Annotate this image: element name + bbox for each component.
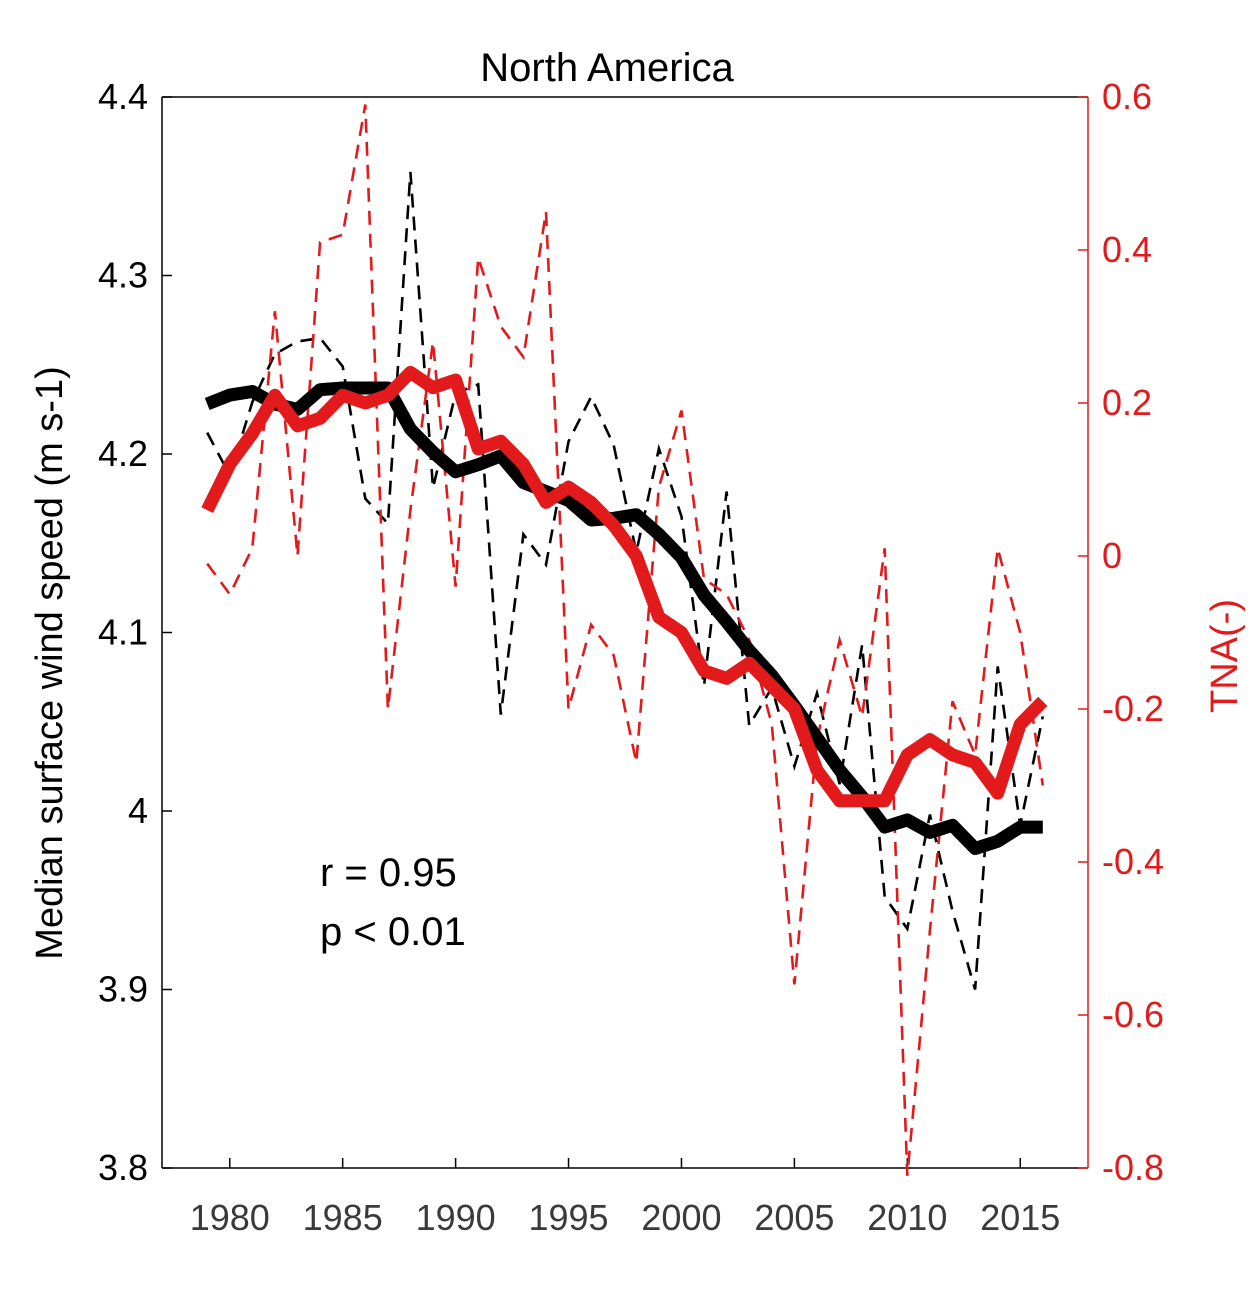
y-right-tick-label: -0.2 bbox=[1102, 688, 1164, 729]
tna-annual-dashed-line bbox=[206, 104, 1045, 1176]
x-tick-label: 1995 bbox=[528, 1197, 608, 1238]
bottom-axis-ticks: 1980 1985 1990 1995 2000 2005 2010 2015 bbox=[190, 1158, 1060, 1238]
y-right-tick-label: -0.6 bbox=[1102, 994, 1164, 1035]
x-tick-label: 1980 bbox=[190, 1197, 270, 1238]
y-tick-label: 3.8 bbox=[98, 1147, 148, 1188]
y-right-tick-label: -0.4 bbox=[1102, 841, 1164, 882]
wind-smoothed-line bbox=[204, 381, 1043, 855]
annotation-r: r = 0.95 bbox=[320, 851, 457, 895]
chart-title: North America bbox=[480, 46, 734, 90]
annotation-p: p < 0.01 bbox=[320, 910, 466, 954]
y-right-tick-label: -0.8 bbox=[1102, 1147, 1164, 1188]
x-tick-label: 2005 bbox=[754, 1197, 834, 1238]
plot-frame bbox=[161, 96, 1089, 1169]
x-tick-label: 1985 bbox=[303, 1197, 383, 1238]
y-tick-label: 4.4 bbox=[98, 76, 148, 117]
y-right-tick-label: 0.6 bbox=[1102, 76, 1152, 117]
y-right-tick-label: 0.4 bbox=[1102, 229, 1152, 270]
y-right-tick-label: 0 bbox=[1102, 535, 1122, 576]
left-axis-ticks: 3.8 3.9 4 4.1 4.2 4.3 4.4 bbox=[98, 76, 172, 1188]
x-tick-label: 2015 bbox=[980, 1197, 1060, 1238]
x-tick-label: 2010 bbox=[867, 1197, 947, 1238]
y-tick-label: 4 bbox=[128, 790, 148, 831]
tna-smoothed-line bbox=[201, 365, 1048, 808]
y-axis-label-right: TNA(-) bbox=[1204, 599, 1246, 713]
x-tick-label: 1990 bbox=[416, 1197, 496, 1238]
x-tick-label: 2000 bbox=[641, 1197, 721, 1238]
y-tick-label: 4.2 bbox=[98, 433, 148, 474]
y-right-tick-label: 0.2 bbox=[1102, 382, 1152, 423]
y-tick-label: 4.3 bbox=[98, 255, 148, 296]
y-tick-label: 4.1 bbox=[98, 612, 148, 653]
right-axis-ticks: -0.8 -0.6 -0.4 -0.2 0 0.2 0.4 0.6 bbox=[1078, 76, 1164, 1188]
y-axis-label: Median surface wind speed (m s-1) bbox=[29, 366, 71, 959]
y-tick-label: 3.9 bbox=[98, 969, 148, 1010]
series-layer bbox=[201, 104, 1048, 1176]
